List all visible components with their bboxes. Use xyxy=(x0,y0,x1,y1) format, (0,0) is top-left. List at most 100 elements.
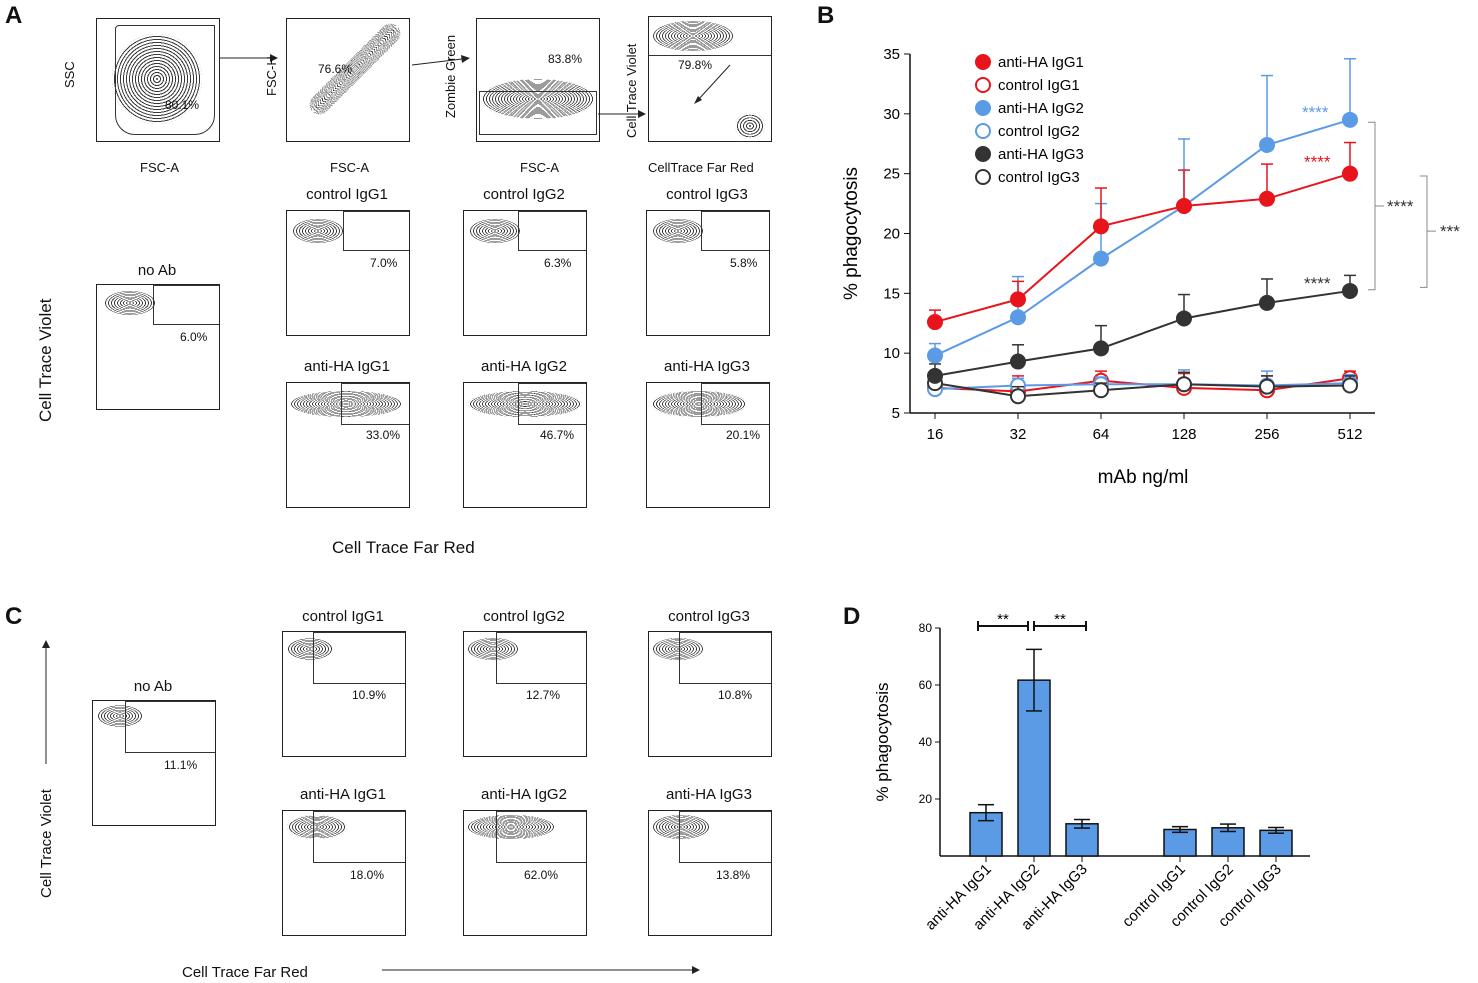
y-axis-title: % phagocytosis xyxy=(873,682,892,801)
panel-a-x-axis-label: Cell Trace Far Red xyxy=(332,538,475,557)
data-point xyxy=(1010,309,1026,326)
plot-pct: 33.0% xyxy=(366,428,401,442)
plot-pct: 62.0% xyxy=(524,868,559,882)
gating-ylabel: FSC-H xyxy=(264,56,279,96)
plot-pct: 7.0% xyxy=(370,256,398,270)
bracket xyxy=(1368,121,1376,291)
legend-marker xyxy=(975,123,991,139)
bracket xyxy=(1420,175,1428,288)
series-line xyxy=(934,289,1351,377)
gating-xlabel: FSC-A xyxy=(330,160,369,175)
data-point xyxy=(1259,294,1275,311)
data-point xyxy=(1010,388,1026,405)
legend-marker xyxy=(975,169,991,185)
x-axis-title: mAb ng/ml xyxy=(1098,467,1189,488)
legend-label: anti-HA IgG3 xyxy=(998,146,1084,163)
panel-c-x-arrow xyxy=(382,966,700,974)
plot-title: control IgG3 xyxy=(668,608,750,625)
data-point xyxy=(1342,111,1358,128)
data-point xyxy=(1093,382,1109,399)
y-tick-label: 10 xyxy=(883,345,900,362)
legend-marker xyxy=(975,54,991,70)
x-tick-label: 16 xyxy=(927,426,944,443)
significance-label: ** xyxy=(997,611,1009,628)
significance-label: *** xyxy=(1440,222,1460,241)
legend-label: anti-HA IgG1 xyxy=(998,54,1084,71)
data-point xyxy=(927,347,943,364)
plot-title: anti-HA IgG2 xyxy=(481,786,567,803)
y-tick-label: 35 xyxy=(883,46,900,63)
panel-c-y-axis-label: Cell Trace Violet xyxy=(38,789,55,898)
y-tick-label: 25 xyxy=(883,166,900,183)
series-line xyxy=(934,118,1351,357)
y-tick-label: 15 xyxy=(883,285,900,302)
data-point xyxy=(1176,376,1192,393)
x-tick-label: 32 xyxy=(1010,426,1027,443)
data-point xyxy=(1259,136,1275,153)
data-point xyxy=(927,314,943,331)
significance-label: ** xyxy=(1054,611,1066,628)
legend-label: control IgG3 xyxy=(998,169,1080,186)
plot-title: anti-HA IgG3 xyxy=(666,786,752,803)
legend-marker xyxy=(975,100,991,116)
plot-title: anti-HA IgG2 xyxy=(481,358,567,375)
data-point xyxy=(1259,378,1275,395)
significance-label: **** xyxy=(1387,197,1414,216)
x-tick-label: 256 xyxy=(1254,426,1279,443)
bar xyxy=(1065,823,1099,857)
y-tick-label: 30 xyxy=(883,106,900,123)
data-point xyxy=(1010,291,1026,308)
data-point xyxy=(1176,197,1192,214)
gating-ylabel: SSC xyxy=(62,61,77,88)
panel-letter-c: C xyxy=(5,603,23,630)
plot-title: no Ab xyxy=(137,262,177,279)
gating-arrow xyxy=(220,54,278,62)
data-point xyxy=(1176,310,1192,327)
plot-title: control IgG3 xyxy=(666,186,748,203)
significance-label: **** xyxy=(1302,103,1329,122)
gating-arrow xyxy=(598,110,646,118)
plot-title: anti-HA IgG1 xyxy=(304,358,390,375)
panel-c-x-axis-label: Cell Trace Far Red xyxy=(182,964,308,981)
legend-label: anti-HA IgG2 xyxy=(998,100,1084,117)
gating-ylabel: Zombie Green xyxy=(443,34,458,118)
legend-marker xyxy=(975,77,991,93)
plot-title: control IgG2 xyxy=(483,608,565,625)
plot-pct: 10.8% xyxy=(718,688,753,702)
plot-title: control IgG2 xyxy=(483,186,565,203)
bar xyxy=(1259,829,1293,857)
legend-label: control IgG1 xyxy=(998,77,1080,94)
data-point xyxy=(1093,340,1109,357)
panel-c-y-arrow xyxy=(42,640,50,764)
gating-xlabel: CellTrace Far Red xyxy=(648,160,754,175)
plot-title: control IgG1 xyxy=(306,186,388,203)
data-point xyxy=(1093,218,1109,235)
y-tick-label: 20 xyxy=(919,792,933,806)
y-axis-title: % phagocytosis xyxy=(841,167,862,300)
gating-xlabel: FSC-A xyxy=(520,160,559,175)
plot-pct: 20.1% xyxy=(726,428,761,442)
series-line xyxy=(934,382,1351,391)
panel-letter-d: D xyxy=(843,603,861,630)
series-line xyxy=(934,382,1351,398)
y-tick-label: 60 xyxy=(919,678,933,692)
x-tick-label: 64 xyxy=(1093,426,1110,443)
significance-label: **** xyxy=(1304,274,1331,293)
bar xyxy=(1163,828,1197,857)
plot-pct: 12.7% xyxy=(526,688,561,702)
plot-title: anti-HA IgG3 xyxy=(664,358,750,375)
gating-ylabel: Cell Trace Violet xyxy=(624,43,639,138)
gating-xlabel: FSC-A xyxy=(140,160,179,175)
data-point xyxy=(1010,353,1026,370)
data-point xyxy=(927,367,943,384)
data-point xyxy=(1342,165,1358,182)
gating-arrow xyxy=(412,55,470,66)
panel-letter-b: B xyxy=(817,2,835,29)
panel-a-y-axis-label: Cell Trace Violet xyxy=(36,298,55,422)
x-tick-label: 512 xyxy=(1337,426,1362,443)
legend-label: control IgG2 xyxy=(998,123,1080,140)
plot-pct: 11.1% xyxy=(164,758,198,772)
y-tick-label: 5 xyxy=(892,405,900,422)
line-chart-b: 5 10 15 20 25 30 35 16 32 64 128 256 512 mAb ng/ml % p… xyxy=(841,46,1460,488)
